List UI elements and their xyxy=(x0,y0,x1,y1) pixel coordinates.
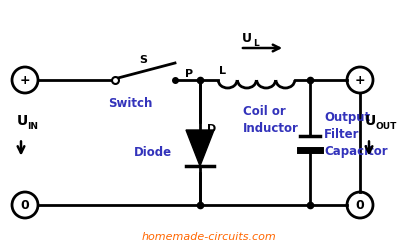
Text: Diode: Diode xyxy=(134,146,172,159)
Text: 0: 0 xyxy=(21,198,29,211)
Text: OUT: OUT xyxy=(375,122,396,131)
Text: D: D xyxy=(207,124,217,134)
Text: IN: IN xyxy=(27,122,38,131)
Text: Coil or
Inductor: Coil or Inductor xyxy=(243,105,299,135)
Text: +: + xyxy=(20,74,30,86)
Text: U: U xyxy=(365,113,376,127)
Text: P: P xyxy=(185,69,193,79)
Text: L: L xyxy=(253,38,259,48)
Text: Output
Filter
Capacitor: Output Filter Capacitor xyxy=(324,111,388,158)
Text: U: U xyxy=(242,33,252,46)
Text: +: + xyxy=(355,74,365,86)
Text: S: S xyxy=(139,55,147,65)
Text: L: L xyxy=(218,66,225,76)
Text: Switch: Switch xyxy=(108,97,152,110)
Text: homemade-circuits.com: homemade-circuits.com xyxy=(142,232,277,242)
Text: U: U xyxy=(17,113,28,127)
Text: 0: 0 xyxy=(356,198,365,211)
Polygon shape xyxy=(186,130,214,166)
